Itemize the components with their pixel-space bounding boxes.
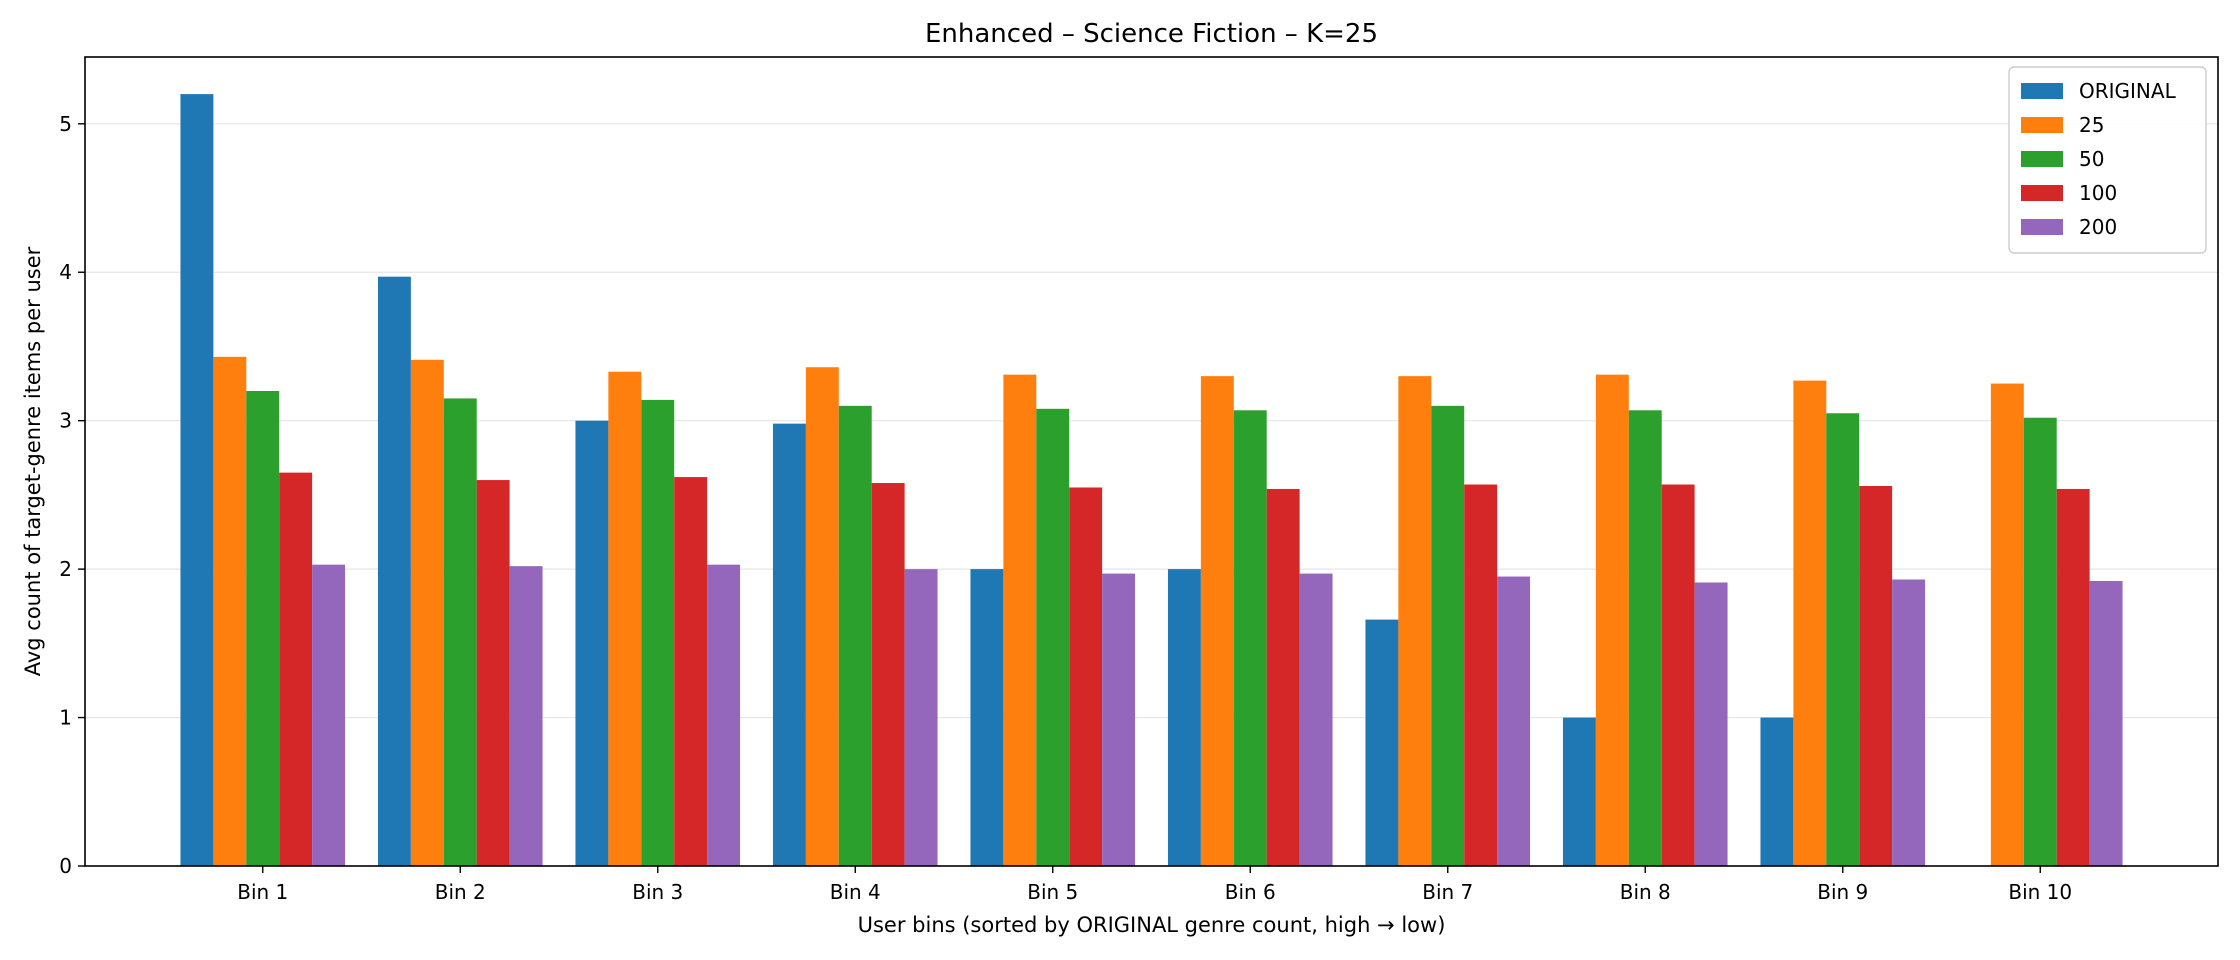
bar-50-bin-1 [246,390,280,866]
bar-original-bin-6 [1167,569,1201,866]
x-tick-label: Bin 9 [1817,880,1868,904]
bar-100-bin-4 [871,483,905,866]
bar-100-bin-3 [674,477,708,866]
bar-25-bin-2 [410,359,444,866]
legend-label: 100 [2079,181,2117,205]
x-tick-label: Bin 2 [435,880,486,904]
y-tick-label: 3 [59,409,72,433]
bar-100-bin-1 [279,472,313,866]
x-tick-label: Bin 5 [1027,880,1078,904]
legend-swatch [2021,151,2063,167]
bar-original-bin-2 [377,276,411,866]
bar-100-bin-6 [1266,488,1300,866]
bar-25-bin-1 [213,356,247,866]
bar-100-bin-7 [1464,484,1498,866]
bar-original-bin-3 [575,420,609,866]
legend-label: 50 [2079,147,2104,171]
bar-100-bin-10 [2056,488,2090,866]
legend-label: 200 [2079,215,2117,239]
bar-50-bin-10 [2023,417,2057,866]
bars [180,94,2123,866]
bar-200-bin-5 [1102,573,1136,866]
x-axis-ticks: Bin 1 Bin 2 Bin 3 Bin 4 Bin 5 Bin 6 Bin 7 Bin 8… [237,866,2072,904]
y-tick-label: 2 [59,557,72,581]
bar-original-bin-9 [1760,717,1794,866]
x-tick-label: Bin 8 [1620,880,1671,904]
y-axis-label: Avg count of target-genre items per user [21,246,45,676]
y-tick-label: 5 [59,112,72,136]
bar-50-bin-9 [1826,413,1860,866]
bar-25-bin-9 [1793,380,1827,866]
bar-200-bin-10 [2089,580,2123,866]
x-tick-label: Bin 7 [1422,880,1473,904]
bar-100-bin-8 [1661,484,1695,866]
bar-25-bin-4 [805,367,839,866]
x-axis-label: User bins (sorted by ORIGINAL genre coun… [858,913,1446,937]
bar-200-bin-1 [312,564,346,866]
bar-50-bin-6 [1233,410,1267,866]
bar-25-bin-10 [1990,383,2024,866]
bar-100-bin-9 [1859,485,1893,866]
y-axis-ticks: 0 1 2 3 4 5 [59,112,85,878]
legend-swatch [2021,83,2063,99]
bar-200-bin-3 [707,564,741,866]
bar-25-bin-6 [1200,376,1234,866]
bar-200-bin-6 [1299,573,1333,866]
bar-200-bin-4 [904,569,938,866]
y-tick-label: 1 [59,706,72,730]
bar-50-bin-2 [443,398,477,866]
legend-box [2008,66,2207,254]
legend-swatch [2021,219,2063,235]
bar-25-bin-8 [1595,374,1629,866]
y-tick-label: 4 [59,260,72,284]
bar-200-bin-7 [1497,576,1531,866]
bar-original-bin-7 [1365,619,1399,866]
chart-title: Enhanced – Science Fiction – K=25 [925,19,1378,49]
bar-50-bin-8 [1628,410,1662,866]
x-tick-label: Bin 1 [237,880,288,904]
bar-50-bin-7 [1431,405,1465,866]
bar-100-bin-2 [476,480,510,866]
legend-swatch [2021,117,2063,133]
plot-frame [84,56,2219,867]
bar-25-bin-3 [608,371,642,866]
bar-50-bin-3 [641,399,675,866]
x-tick-label: Bin 3 [632,880,683,904]
x-tick-label: Bin 10 [2008,880,2072,904]
bar-original-bin-4 [772,423,806,866]
y-tick-label: 0 [59,854,72,878]
legend: ORIGINAL 25 50 100 200 [2008,66,2207,254]
bar-200-bin-9 [1892,579,1926,866]
legend-swatch [2021,185,2063,201]
bar-25-bin-5 [1003,374,1037,866]
bar-50-bin-4 [838,405,872,866]
bar-200-bin-8 [1694,582,1728,866]
bar-original-bin-1 [180,94,214,866]
bar-200-bin-2 [509,566,543,866]
x-tick-label: Bin 6 [1225,880,1276,904]
bar-original-bin-5 [970,569,1004,866]
bar-original-bin-8 [1562,717,1596,866]
legend-label: ORIGINAL [2079,79,2177,103]
legend-label: 25 [2079,113,2104,137]
bar-25-bin-7 [1398,376,1432,866]
bar-100-bin-5 [1069,487,1103,866]
bar-50-bin-5 [1036,408,1070,866]
x-tick-label: Bin 4 [830,880,881,904]
